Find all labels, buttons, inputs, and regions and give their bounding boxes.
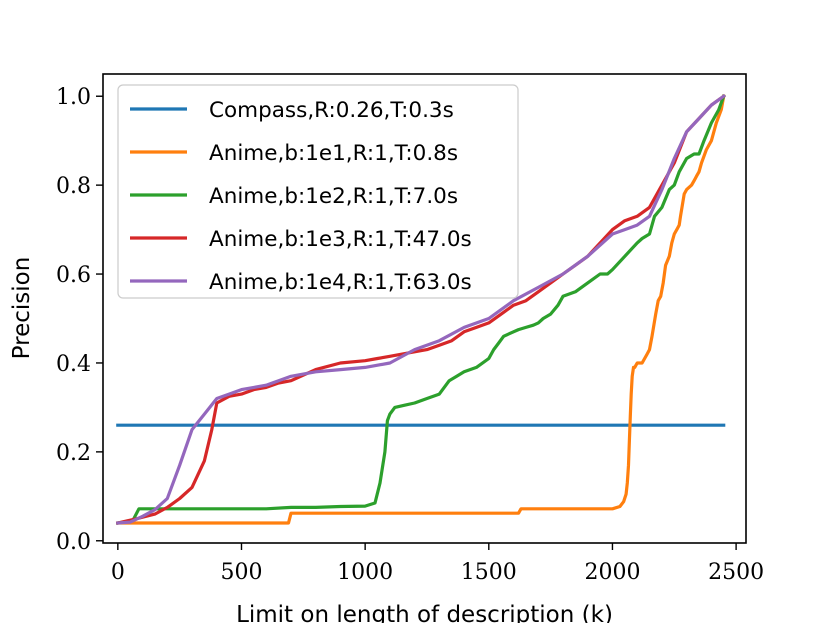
x-tick-label: 2500 — [708, 560, 764, 585]
legend-label-3: Anime,b:1e2,R:1,T:7.0s — [209, 184, 458, 209]
plot-frame — [102, 73, 747, 544]
series-line-5 — [116, 93, 726, 525]
legend: Compass,R:0.26,T:0.3s Anime,b:1e1,R:1,T:0… — [117, 84, 519, 299]
series-layer — [115, 93, 726, 525]
y-tick-label: 0.2 — [56, 441, 91, 466]
y-tick-label: 1.0 — [56, 85, 91, 110]
legend-label-2: Anime,b:1e1,R:1,T:0.8s — [209, 141, 458, 166]
x-axis-label: Limit on length of description (k) — [236, 602, 613, 623]
x-tick-label: 1500 — [461, 560, 517, 585]
x-tick-label: 1000 — [337, 560, 393, 585]
series-line-2 — [116, 94, 726, 525]
x-axis-ticks: 0 500 1000 1500 2000 2500 — [111, 543, 764, 585]
y-tick-label: 0.8 — [56, 174, 91, 199]
x-tick-label: 500 — [220, 560, 262, 585]
series-line-4 — [115, 93, 726, 525]
x-tick-label: 2000 — [584, 560, 640, 585]
x-tick-label: 0 — [111, 560, 125, 585]
y-tick-label: 0.0 — [56, 530, 91, 555]
y-tick-label: 0.6 — [56, 263, 91, 288]
legend-label-4: Anime,b:1e3,R:1,T:47.0s — [209, 227, 472, 252]
y-axis-label: Precision — [9, 257, 35, 360]
series-line-3 — [115, 94, 726, 525]
y-tick-label: 0.4 — [56, 352, 91, 377]
legend-box — [117, 84, 519, 299]
y-axis-ticks: 0.0 0.2 0.4 0.6 0.8 1.0 — [56, 85, 103, 555]
legend-label-1: Compass,R:0.26,T:0.3s — [209, 98, 454, 123]
legend-label-5: Anime,b:1e4,R:1,T:63.0s — [209, 270, 472, 295]
